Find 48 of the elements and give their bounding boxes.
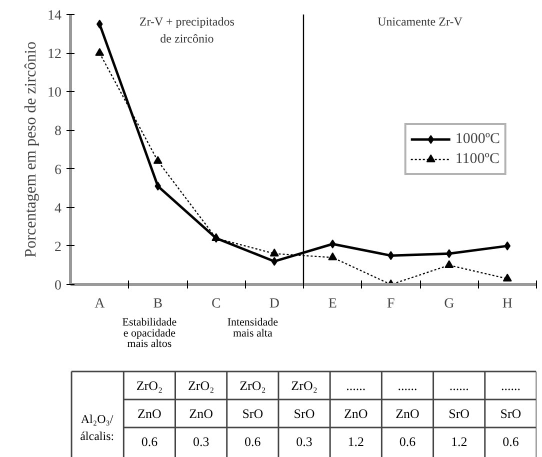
- text: SrO: [448, 406, 470, 421]
- y-tick-label: 6: [54, 162, 62, 178]
- text: ZrO₂: [240, 378, 266, 393]
- text: 0.3: [192, 434, 210, 449]
- text: Al₂O₃/ álcalis:: [80, 412, 114, 443]
- text: ......: [398, 378, 418, 393]
- text: ZnO: [189, 406, 213, 421]
- text: 0.6: [502, 434, 520, 449]
- legend-label: 1100ºC: [455, 150, 500, 168]
- x-tick-label: B: [153, 296, 163, 312]
- text: ZnO: [344, 406, 368, 421]
- y-axis-title: Porcentagem em peso de zircônio: [22, 42, 40, 258]
- x-tick-label: C: [211, 296, 221, 312]
- x-tick-label: A: [94, 296, 106, 312]
- text: ......: [346, 378, 366, 393]
- x-tick-label: D: [269, 296, 280, 312]
- text: 0.3: [296, 434, 312, 449]
- text: ZrO₂: [188, 378, 214, 393]
- legend-label: 1000ºC: [455, 130, 500, 148]
- text: Intensidade mais alta: [227, 316, 278, 340]
- text: 0.6: [141, 434, 158, 449]
- text: ZnO: [138, 406, 162, 421]
- text: SrO: [242, 406, 264, 421]
- text: ZrO₂: [136, 378, 163, 393]
- text: ZrO₂: [291, 378, 318, 393]
- text: 1.2: [348, 434, 364, 449]
- y-tick-label: 8: [54, 124, 62, 140]
- x-tick-label: E: [328, 296, 337, 312]
- text: Estabilidade e opacidade mais altos: [122, 316, 177, 350]
- x-tick-label: H: [502, 296, 512, 312]
- text: 0.6: [244, 434, 262, 449]
- text: ......: [500, 378, 520, 393]
- x-tick-label: G: [444, 296, 454, 312]
- text: 0.6: [399, 434, 416, 449]
- x-tick-label: F: [386, 296, 395, 312]
- y-tick-label: 10: [48, 86, 62, 101]
- text: SrO: [500, 406, 522, 421]
- y-tick-label: 2: [54, 240, 62, 255]
- annotation: Zr-V + precipitados de zircônio: [139, 14, 235, 46]
- y-tick-label: 4: [54, 201, 62, 216]
- y-tick-label: 14: [48, 8, 62, 24]
- annotation: Unicamente Zr-V: [378, 14, 463, 28]
- text: SrO: [294, 406, 315, 421]
- text: 1.2: [450, 434, 468, 449]
- text: ......: [449, 378, 469, 393]
- y-tick-label: 0: [54, 278, 62, 294]
- y-tick-label: 12: [48, 47, 62, 62]
- text: ZnO: [396, 406, 420, 421]
